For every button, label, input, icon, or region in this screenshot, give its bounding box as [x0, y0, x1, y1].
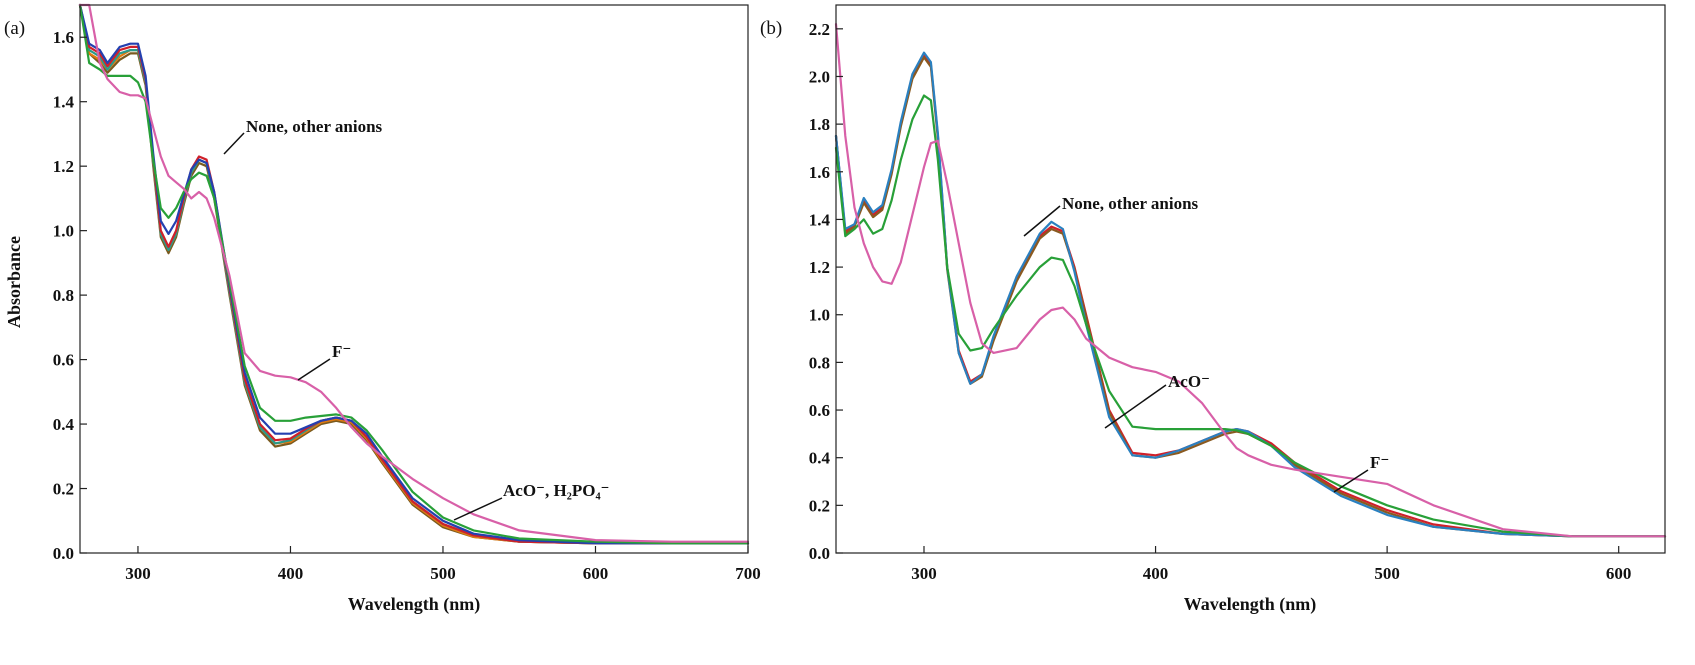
- panel-a-series-line-3: [78, 3, 750, 545]
- panel-a-y-axis-title: Absorbance: [4, 236, 24, 328]
- panel-a-x-tick-label: 400: [278, 564, 304, 583]
- panel-a-series-line-1: [78, 3, 750, 545]
- panel-b-annotation-fluoride: F⁻: [1333, 453, 1389, 493]
- panel-b-series-line-2: [834, 56, 1667, 538]
- panel-b-series-line-3: [834, 51, 1667, 538]
- panel-b-series-line-1: [834, 53, 1667, 538]
- panel-a-x-tick-label: 300: [125, 564, 151, 583]
- panel-a-series-line-4: [78, 3, 750, 545]
- panel-a-plot-frame: [79, 4, 749, 554]
- panel-a-annotation-fluoride-leader: [297, 358, 331, 381]
- panel-b-x-axis-title: Wavelength (nm): [1184, 594, 1317, 615]
- panel-b-y-tick-label: 1.4: [809, 210, 831, 229]
- panel-b-annotation-none-leader: [1023, 205, 1061, 237]
- panel-a-y-tick-label: 1.0: [53, 222, 74, 241]
- panel-a-label: (a): [4, 18, 25, 39]
- panel-b-chart: (b) 300 400 500 600 0.0 0.2 0.4 0.6 0.8 1.0 1.2 1.4…: [760, 4, 1667, 615]
- panel-a-ticks-group: 300 400 500 600 700 0.0 0.2 0.4 0.6 0.8 1.0 1.2 1.4 1…: [53, 28, 761, 583]
- panel-b-series-line-5: [834, 23, 1667, 538]
- panel-a-series-group: [78, 3, 750, 545]
- panel-b-series-line-4: [834, 94, 1667, 538]
- panel-a-annotation-none-text: None, other anions: [246, 117, 383, 136]
- panel-a-annotation-aco-h2po4: AcO⁻, H₂PO₄⁻: [453, 481, 610, 521]
- panel-b-plot-frame: [835, 4, 1666, 554]
- panel-a-series-line-7: [78, 3, 750, 543]
- panel-b-y-tick-label: 2.0: [809, 67, 830, 86]
- panel-a-series-line-5: [78, 3, 750, 545]
- panel-a-annotation-fluoride-text: F⁻: [332, 342, 351, 361]
- panel-a-annotation-none: None, other anions: [223, 117, 383, 155]
- panel-b-y-tick-label: 0.6: [809, 401, 830, 420]
- panel-a-x-tick-label: 600: [583, 564, 609, 583]
- panel-b-y-tick-label: 0.0: [809, 544, 830, 563]
- panel-a-y-tick-label: 1.4: [53, 93, 75, 112]
- panel-b-y-tick-label: 1.0: [809, 306, 830, 325]
- panel-b-label: (b): [760, 18, 782, 39]
- panel-b-y-tick-label: 0.4: [809, 449, 831, 468]
- panel-b-x-tick-label: 300: [911, 564, 937, 583]
- panel-a-x-tick-label: 500: [430, 564, 456, 583]
- panel-a-y-tick-label: 0.4: [53, 415, 75, 434]
- panel-b-annotation-none: None, other anions: [1023, 194, 1199, 237]
- panel-a-annotation-aco-text: AcO⁻, H₂PO₄⁻: [503, 481, 610, 500]
- panel-b-annotation-aco-text: AcO⁻: [1168, 372, 1210, 391]
- panel-b-x-tick-label: 500: [1374, 564, 1400, 583]
- panel-a-chart: (a) 300 400 500 600 700 0.0 0.2 0.4 0.6 0.8 1.0 1.2…: [4, 3, 761, 615]
- panel-a-annotation-aco-leader: [453, 497, 503, 521]
- panel-b-y-tick-label: 0.8: [809, 353, 830, 372]
- panel-b-x-tick-label: 600: [1606, 564, 1632, 583]
- panel-a-y-tick-label: 0.8: [53, 286, 74, 305]
- panel-a-series-line-6: [78, 3, 750, 545]
- panel-b-y-tick-label: 1.6: [809, 163, 830, 182]
- panel-b-annotation-fluoride-leader: [1333, 469, 1369, 493]
- panel-b-y-tick-label: 1.2: [809, 258, 830, 277]
- panel-a-x-axis-title: Wavelength (nm): [348, 594, 481, 615]
- panel-b-y-tick-label: 2.2: [809, 20, 830, 39]
- panel-b-x-tick-label: 400: [1143, 564, 1169, 583]
- panel-b-series-group: [834, 23, 1667, 538]
- panel-a-y-tick-label: 0.0: [53, 544, 74, 563]
- panel-a-annotation-fluoride: F⁻: [297, 342, 351, 381]
- panel-a-annotation-none-leader: [223, 132, 245, 155]
- panel-a-y-tick-label: 0.2: [53, 480, 74, 499]
- panel-a-y-tick-label: 1.6: [53, 28, 74, 47]
- panel-b-annotation-aco: AcO⁻: [1104, 372, 1210, 429]
- panel-a-series-line-2: [78, 3, 750, 545]
- panel-a-y-tick-label: 1.2: [53, 157, 74, 176]
- panel-b-y-tick-label: 1.8: [809, 115, 830, 134]
- panel-b-annotation-aco-leader: [1104, 384, 1167, 429]
- panel-b-ticks-group: 300 400 500 600 0.0 0.2 0.4 0.6 0.8 1.0 1.2 1.4 1.6 1…: [809, 20, 1632, 583]
- panel-b-y-tick-label: 0.2: [809, 496, 830, 515]
- panel-a-y-tick-label: 0.6: [53, 351, 74, 370]
- panel-b-annotation-fluoride-text: F⁻: [1370, 453, 1389, 472]
- panel-b-annotation-none-text: None, other anions: [1062, 194, 1199, 213]
- panel-a-x-tick-label: 700: [735, 564, 761, 583]
